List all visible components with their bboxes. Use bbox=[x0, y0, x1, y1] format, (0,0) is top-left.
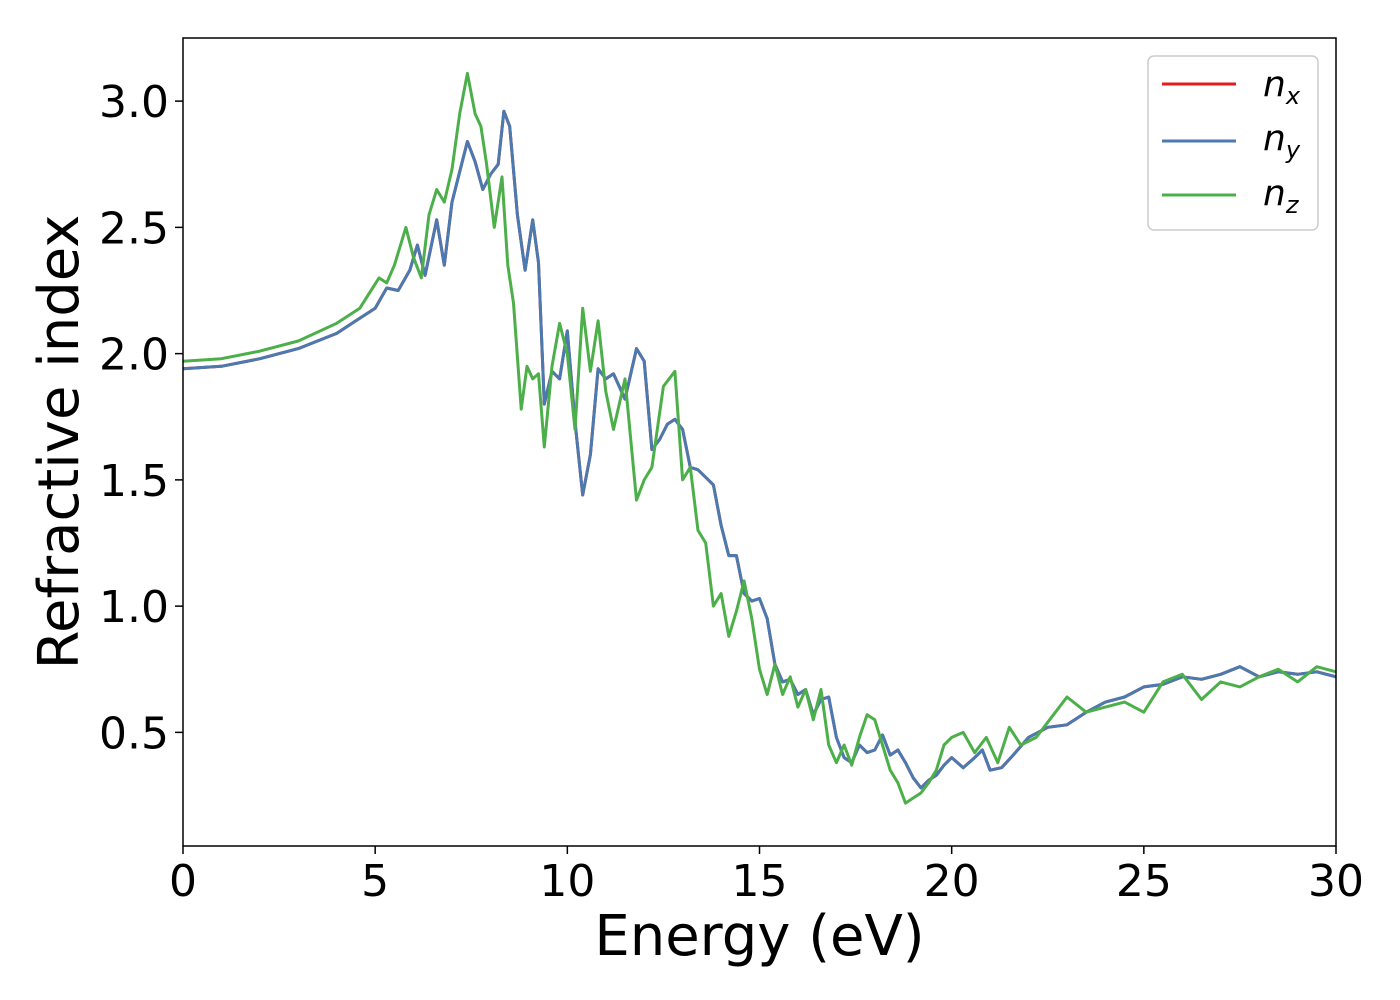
x-tick-label: 0 bbox=[169, 856, 197, 907]
series-line-z bbox=[183, 71, 1336, 805]
x-axis-ticks: 0 5 10 15 20 25 30 bbox=[169, 846, 1364, 907]
x-tick-label: 25 bbox=[1116, 856, 1172, 907]
legend-label-ny-main: n bbox=[1263, 118, 1286, 159]
series-layer bbox=[183, 71, 1336, 805]
y-axis-title: Refractive index bbox=[27, 215, 92, 670]
x-tick-label: 20 bbox=[924, 856, 980, 907]
x-tick-label: 10 bbox=[539, 856, 595, 907]
x-tick-label: 15 bbox=[732, 856, 788, 907]
y-tick-label: 2.5 bbox=[99, 203, 169, 254]
legend-label-nx-sub: x bbox=[1285, 82, 1301, 110]
y-tick-label: 1.5 bbox=[99, 456, 169, 507]
legend-label-nz-sub: z bbox=[1285, 191, 1300, 219]
legend-box bbox=[1147, 55, 1319, 231]
x-tick-label: 5 bbox=[361, 856, 389, 907]
y-tick-label: 2.0 bbox=[99, 330, 169, 381]
y-axis-ticks: 0.5 1.0 1.5 2.0 2.5 3.0 bbox=[99, 77, 183, 759]
y-tick-label: 0.5 bbox=[99, 708, 169, 759]
x-axis-title: Energy (eV) bbox=[594, 904, 924, 969]
legend-label-ny-sub: y bbox=[1285, 136, 1301, 164]
y-tick-label: 1.0 bbox=[99, 582, 169, 633]
x-tick-label: 30 bbox=[1308, 856, 1364, 907]
series-line-y bbox=[183, 109, 1336, 790]
legend-label-nx: nx bbox=[1263, 64, 1301, 110]
legend: nx ny nz bbox=[1147, 55, 1319, 231]
y-tick-label: 3.0 bbox=[99, 77, 169, 128]
legend-label-ny: ny bbox=[1263, 118, 1301, 164]
legend-label-nz-main: n bbox=[1263, 173, 1286, 214]
legend-label-nx-main: n bbox=[1263, 64, 1286, 105]
legend-label-nz: nz bbox=[1263, 173, 1300, 219]
